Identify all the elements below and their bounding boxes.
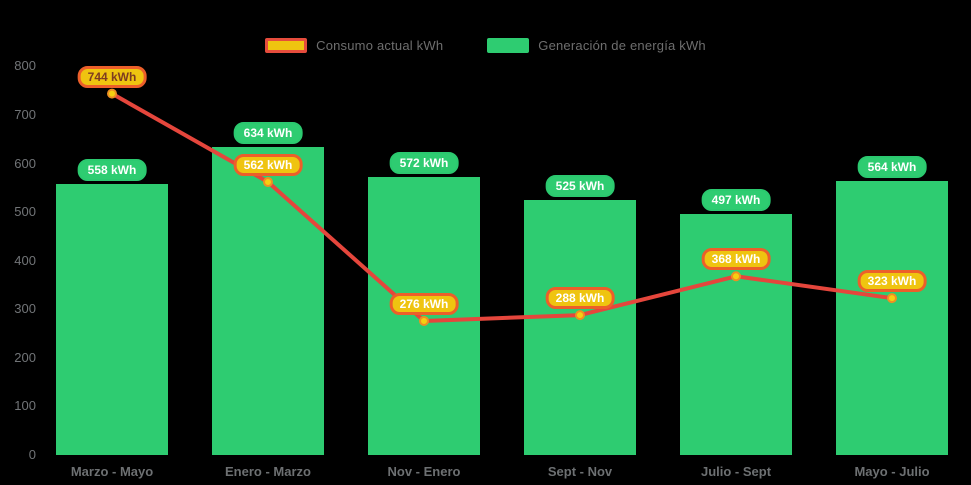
y-axis-tick-100: 100 xyxy=(14,398,36,414)
bar-value-label-3: 525 kWh xyxy=(545,175,615,197)
bar-0[interactable] xyxy=(56,183,168,455)
x-axis-label-2: Nov - Enero xyxy=(387,464,461,479)
y-axis-tick-600: 600 xyxy=(14,155,36,171)
x-axis-label-3: Sept - Nov xyxy=(547,464,613,479)
legend-item-consumo[interactable]: Consumo actual kWh xyxy=(265,38,443,53)
bar-1[interactable] xyxy=(212,147,324,455)
generacion-swatch-icon xyxy=(487,38,530,53)
line-point-3[interactable] xyxy=(575,310,585,321)
line-point-4[interactable] xyxy=(731,271,741,282)
y-axis-tick-700: 700 xyxy=(14,107,36,122)
chart-legend: Consumo actual kWh Generación de energía… xyxy=(0,38,971,53)
line-value-label-2: 276 kWh xyxy=(389,292,459,315)
x-axis-label-1: Enero - Marzo xyxy=(225,464,311,479)
bar-5[interactable] xyxy=(836,181,948,455)
y-axis-tick-800: 800 xyxy=(14,58,36,74)
legend-label-consumo: Consumo actual kWh xyxy=(316,38,444,53)
y-axis-tick-200: 200 xyxy=(14,349,36,365)
line-value-label-5: 323 kWh xyxy=(857,270,927,293)
bar-value-label-1: 634 kWh xyxy=(233,122,303,145)
legend-label-generacion: Generación de energía kWh xyxy=(538,38,706,53)
legend-item-generacion[interactable]: Generación de energía kWh xyxy=(487,38,706,53)
y-axis-tick-300: 300 xyxy=(14,301,36,317)
line-point-1[interactable] xyxy=(263,177,273,188)
bar-value-label-0: 558 kWh xyxy=(77,158,147,181)
bar-3[interactable] xyxy=(524,200,636,455)
consumo-swatch-icon xyxy=(265,38,308,53)
bar-value-label-5: 564 kWh xyxy=(857,156,927,179)
y-axis-tick-500: 500 xyxy=(14,204,36,220)
line-value-label-0: 744 kWh xyxy=(77,65,147,88)
line-value-label-4: 368 kWh xyxy=(701,248,771,271)
line-point-0[interactable] xyxy=(107,88,117,99)
y-axis-tick-0: 0 xyxy=(28,447,36,462)
y-axis-tick-400: 400 xyxy=(14,252,36,268)
x-axis-label-0: Marzo - Mayo xyxy=(70,464,154,479)
x-axis-label-4: Julio - Sept xyxy=(700,464,772,479)
x-axis-label-5: Mayo - Julio xyxy=(854,464,930,479)
bar-value-label-4: 497 kWh xyxy=(701,188,771,211)
line-value-label-1: 562 kWh xyxy=(233,154,303,177)
bar-value-label-2: 572 kWh xyxy=(389,152,459,175)
line-value-label-3: 288 kWh xyxy=(545,287,615,310)
line-point-2[interactable] xyxy=(419,315,429,326)
line-point-5[interactable] xyxy=(887,293,897,304)
